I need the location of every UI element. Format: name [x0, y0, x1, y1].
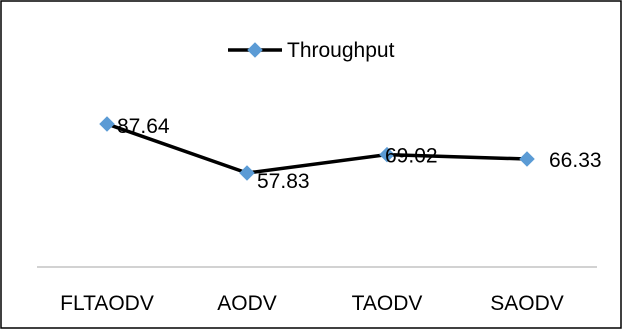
series-markers [99, 116, 535, 181]
legend: Throughput [228, 39, 395, 62]
data-label-taodv: 69.02 [385, 145, 438, 168]
legend-marker-swatch [247, 42, 263, 58]
x-tick-label-saodv: SAODV [490, 292, 564, 315]
data-point-saodv [519, 151, 535, 167]
data-point-taodv [379, 146, 395, 163]
data-point-fltaodv [99, 116, 115, 132]
data-label-aodv: 57.83 [257, 170, 310, 193]
data-label-saodv: 66.33 [549, 149, 602, 172]
data-label-fltaodv: 87.64 [117, 115, 170, 138]
data-labels: 87.64 57.83 69.02 66.33 [117, 115, 602, 193]
x-tick-label-taodv: TAODV [352, 292, 423, 315]
data-point-aodv [239, 165, 255, 181]
series-line-throughput [106, 122, 528, 175]
x-tick-labels: FLTAODV AODV TAODV SAODV [60, 292, 564, 315]
legend-label-throughput: Throughput [287, 39, 395, 62]
x-tick-label-aodv: AODV [217, 292, 277, 315]
x-tick-label-fltaodv: FLTAODV [60, 292, 154, 315]
